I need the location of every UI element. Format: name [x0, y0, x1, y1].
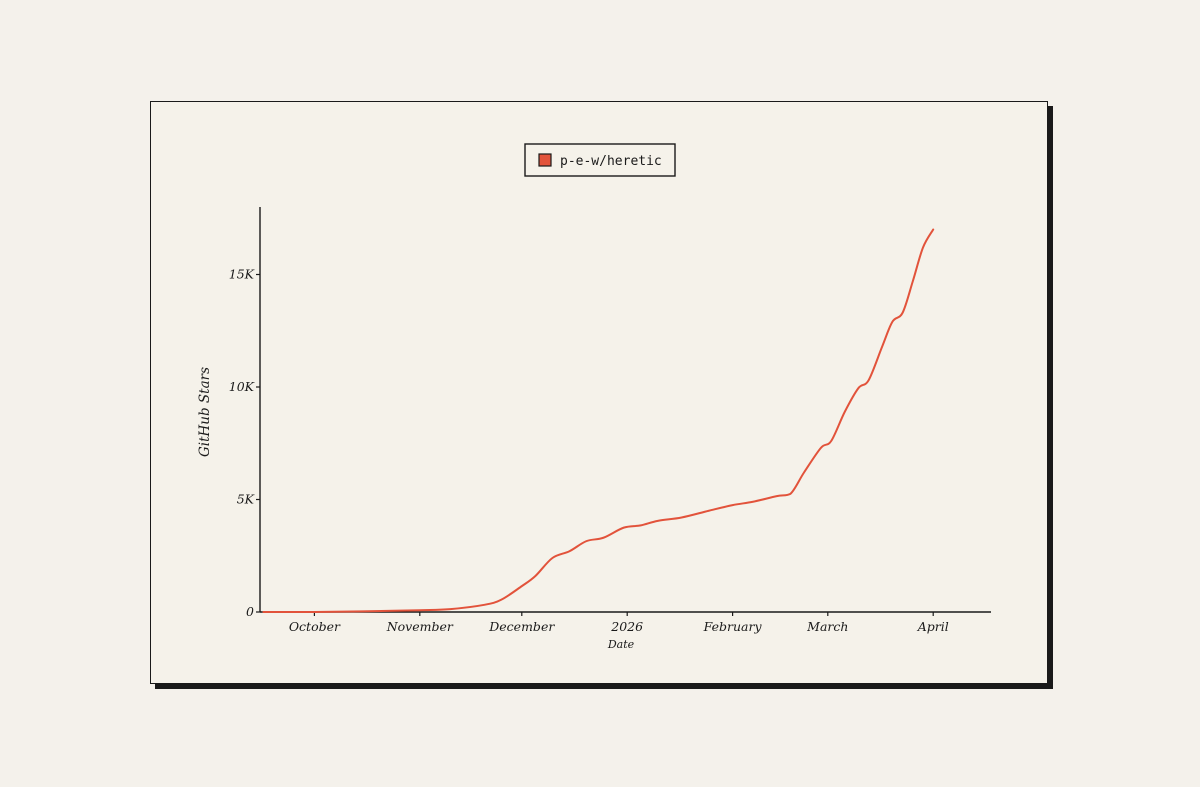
x-tick-label: October — [289, 619, 341, 634]
series-layer — [262, 228, 935, 613]
legend: p-e-w/heretic — [524, 143, 676, 177]
x-tick-label: February — [703, 619, 763, 634]
series-line — [262, 228, 935, 613]
x-tick-label: 2026 — [610, 619, 643, 634]
legend-label: p-e-w/heretic — [560, 154, 662, 169]
x-tick-label: November — [386, 619, 454, 634]
chart-card: p-e-w/heretic 0 5K 10K 15K October November D… — [150, 101, 1048, 684]
x-axis: October November December 2026 February March… — [260, 611, 991, 634]
y-axis: 0 5K 10K 15K — [229, 207, 261, 619]
y-tick-label: 10K — [229, 379, 255, 394]
y-tick-label: 0 — [246, 604, 254, 619]
star-history-chart: p-e-w/heretic 0 5K 10K 15K October November D… — [197, 143, 991, 651]
y-tick-label: 15K — [229, 267, 255, 282]
legend-swatch — [538, 153, 552, 167]
y-axis-title: GitHub Stars — [197, 367, 213, 457]
y-tick-label: 5K — [237, 492, 255, 507]
x-axis-title: Date — [607, 638, 635, 651]
x-tick-label: March — [806, 619, 848, 634]
x-tick-label: December — [488, 619, 555, 634]
x-tick-label: April — [917, 619, 949, 634]
